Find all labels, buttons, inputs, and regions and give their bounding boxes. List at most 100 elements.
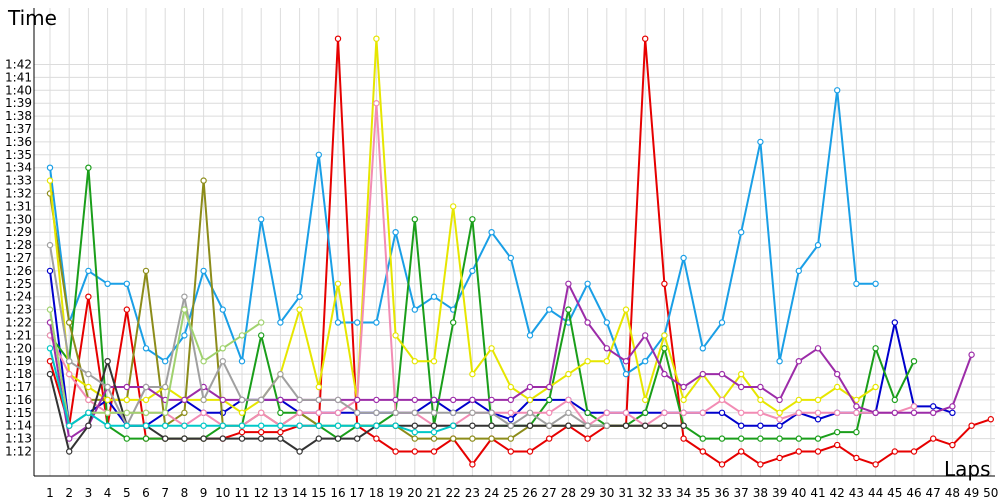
data-point (526, 448, 534, 455)
data-point (334, 422, 342, 429)
data-point (910, 358, 918, 365)
data-point (411, 358, 418, 365)
data-point (123, 383, 131, 391)
x-tick-label: 25 (503, 486, 518, 500)
y-tick-label: 1:22 (5, 316, 32, 330)
data-point (488, 228, 495, 236)
data-point (354, 396, 361, 404)
y-tick-label: 1:32 (5, 187, 32, 201)
x-tick-labels: 1 2 3 4 5 6 7 8 9 10 11 12 13 14 15 16 17 18 19 20 21 22 23 24 2… (46, 486, 998, 500)
data-point (85, 422, 92, 429)
data-point (526, 409, 534, 416)
y-tick-label: 1:39 (5, 96, 32, 110)
y-tick-label: 1:33 (5, 174, 32, 188)
data-point (142, 435, 150, 442)
data-point (642, 396, 649, 404)
data-point (258, 428, 265, 436)
y-tick-label: 1:21 (5, 328, 32, 342)
data-point (853, 409, 860, 416)
data-point (814, 416, 822, 423)
data-point (738, 448, 745, 455)
x-tick-label: 33 (657, 486, 672, 500)
x-tick-label: 42 (830, 486, 845, 500)
x-tick-label: 1 (46, 486, 54, 500)
data-point (181, 422, 188, 429)
data-point (680, 383, 687, 391)
data-point (469, 267, 476, 275)
data-point (642, 422, 649, 429)
data-point (680, 254, 687, 262)
data-point (392, 409, 399, 416)
data-point (507, 422, 514, 429)
data-point (430, 422, 438, 429)
x-tick-label: 34 (676, 486, 691, 500)
data-point (200, 422, 207, 429)
x-tick-label: 39 (772, 486, 787, 500)
data-point (853, 280, 860, 287)
data-point (411, 409, 418, 416)
data-point (258, 422, 265, 429)
data-point (315, 409, 322, 416)
x-tick-label: 37 (734, 486, 749, 500)
series-line (49, 244, 607, 427)
data-point (949, 441, 956, 449)
data-point (642, 358, 649, 365)
data-point (699, 409, 707, 416)
data-point (46, 164, 54, 171)
data-point (872, 409, 879, 416)
data-point (661, 370, 668, 378)
data-point (123, 306, 131, 313)
data-point (776, 422, 783, 429)
data-point (142, 396, 150, 404)
data-point (526, 396, 534, 404)
y-tick-label: 1:37 (5, 122, 32, 136)
data-point (930, 403, 937, 410)
data-point (142, 409, 150, 416)
data-point (373, 409, 380, 416)
data-point (238, 332, 246, 339)
data-point (565, 280, 572, 287)
data-point (238, 396, 246, 404)
data-point (622, 358, 630, 365)
data-point (469, 422, 476, 429)
data-point (65, 319, 73, 326)
data-point (488, 345, 495, 352)
data-point (795, 267, 803, 275)
data-point (872, 383, 879, 391)
data-point (373, 435, 380, 442)
data-point (680, 409, 687, 416)
y-tick-label: 1:40 (5, 83, 32, 97)
data-point (123, 280, 131, 287)
data-point (584, 409, 591, 416)
data-point (488, 435, 495, 442)
data-point (315, 383, 322, 391)
data-point (450, 409, 457, 416)
data-point (469, 216, 476, 223)
data-point (469, 409, 476, 416)
data-point (680, 422, 687, 429)
data-point (910, 409, 918, 416)
data-point (258, 332, 265, 339)
data-point (373, 319, 380, 326)
x-tick-label: 10 (215, 486, 230, 500)
data-point (834, 87, 841, 94)
data-point (814, 448, 822, 455)
y-tick-label: 1:13 (5, 432, 32, 446)
data-point (776, 396, 783, 404)
x-tick-label: 15 (311, 486, 326, 500)
data-point (776, 454, 783, 462)
data-point (853, 396, 860, 404)
x-tick-label: 27 (542, 486, 557, 500)
series-layer (46, 35, 995, 468)
data-point (469, 435, 476, 442)
data-point (834, 370, 841, 378)
data-point (181, 409, 188, 416)
data-point (430, 448, 438, 455)
data-point (430, 396, 438, 404)
data-point (738, 422, 745, 429)
data-point (296, 448, 303, 455)
data-point (718, 409, 726, 416)
data-point (469, 396, 476, 404)
data-point (834, 383, 841, 391)
series-10 (46, 241, 611, 429)
